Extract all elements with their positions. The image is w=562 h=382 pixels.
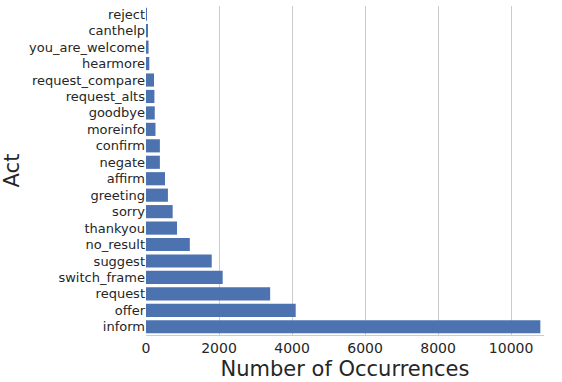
- svg-text:no_result: no_result: [86, 237, 145, 252]
- svg-text:reject: reject: [108, 7, 145, 22]
- svg-text:sorry: sorry: [112, 204, 145, 219]
- svg-text:2000: 2000: [201, 340, 237, 356]
- svg-text:thankyou: thankyou: [85, 221, 146, 236]
- svg-text:goodbye: goodbye: [89, 105, 145, 120]
- svg-text:inform: inform: [103, 319, 145, 334]
- svg-text:request: request: [96, 286, 145, 301]
- svg-text:greeting: greeting: [90, 188, 145, 203]
- svg-text:negate: negate: [99, 155, 145, 170]
- svg-text:4000: 4000: [274, 340, 310, 356]
- svg-text:0: 0: [142, 340, 151, 356]
- svg-text:request_compare: request_compare: [32, 73, 145, 88]
- svg-text:confirm: confirm: [96, 138, 145, 153]
- svg-text:switch_frame: switch_frame: [58, 270, 145, 285]
- svg-text:offer: offer: [115, 303, 146, 318]
- svg-text:you_are_welcome: you_are_welcome: [29, 40, 145, 55]
- svg-text:affirm: affirm: [107, 171, 145, 186]
- svg-text:6000: 6000: [347, 340, 383, 356]
- svg-text:10000: 10000: [489, 340, 534, 356]
- svg-text:canthelp: canthelp: [88, 23, 145, 38]
- svg-text:Act: Act: [0, 154, 24, 188]
- svg-text:hearmore: hearmore: [82, 56, 145, 71]
- svg-text:suggest: suggest: [94, 254, 145, 269]
- svg-text:moreinfo: moreinfo: [87, 122, 145, 137]
- svg-text:8000: 8000: [420, 340, 456, 356]
- svg-text:Number of Occurrences: Number of Occurrences: [221, 357, 470, 381]
- svg-text:request_alts: request_alts: [66, 89, 146, 104]
